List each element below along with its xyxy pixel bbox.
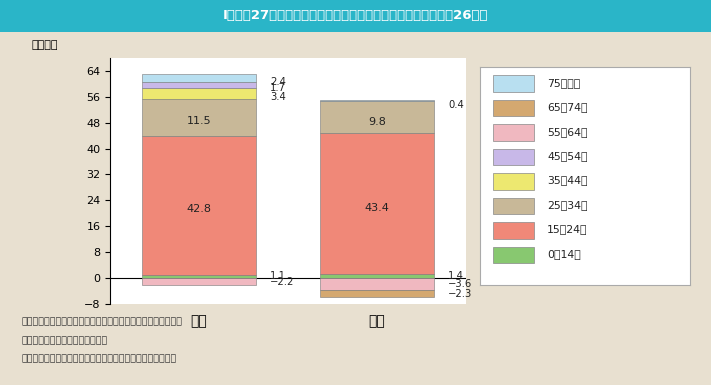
Bar (493, 173, 535, 190)
Text: −2.2: −2.2 (270, 277, 294, 287)
Text: −3.6: −3.6 (448, 279, 472, 289)
Text: 3.4: 3.4 (270, 92, 286, 102)
Text: （千人）: （千人） (32, 40, 58, 50)
Text: 45～54歳: 45～54歳 (547, 151, 587, 161)
Text: ３．東京圏は埼玉県，千葉県，東京都，神奈川県。: ３．東京圏は埼玉県，千葉県，東京都，神奈川県。 (21, 355, 176, 363)
Text: 9.8: 9.8 (368, 117, 386, 127)
Bar (142, 87, 256, 99)
Text: 65～74歳: 65～74歳 (547, 102, 587, 112)
Text: （備考）１．総務省「住民基本台帳人口移動報告」より作成。: （備考）１．総務省「住民基本台帳人口移動報告」より作成。 (21, 318, 182, 326)
Text: 1.4: 1.4 (448, 271, 464, 281)
Text: −2.3: −2.3 (448, 289, 472, 299)
Bar (493, 246, 535, 263)
Bar (493, 100, 535, 116)
Bar (320, 274, 434, 278)
Bar (142, 278, 256, 285)
Bar (493, 149, 535, 165)
Bar (142, 136, 256, 275)
Text: 1.7: 1.7 (270, 84, 287, 94)
Text: 42.8: 42.8 (186, 204, 212, 214)
Text: 55～64歳: 55～64歳 (547, 127, 587, 137)
Bar (142, 74, 256, 82)
Bar (142, 99, 256, 136)
Bar (142, 82, 256, 87)
Bar (320, 133, 434, 274)
Text: 2.4: 2.4 (270, 77, 286, 87)
Text: 25～34歳: 25～34歳 (547, 200, 587, 210)
Bar (320, 290, 434, 297)
Bar (493, 198, 535, 214)
Bar (320, 101, 434, 133)
Text: 15～24歳: 15～24歳 (547, 224, 587, 234)
Text: 11.5: 11.5 (187, 116, 211, 126)
Text: 0～14歳: 0～14歳 (547, 249, 581, 259)
Bar (493, 222, 535, 239)
Text: 43.4: 43.4 (365, 203, 389, 213)
Bar (142, 275, 256, 278)
Bar (320, 278, 434, 290)
Bar (493, 75, 535, 92)
Text: I－特－27図　東京圏の年齢階級別転入超過数（男女別，平成26年）: I－特－27図 東京圏の年齢階級別転入超過数（男女別，平成26年） (223, 9, 488, 22)
Text: 75歳以上: 75歳以上 (547, 78, 580, 88)
Bar (493, 124, 535, 141)
Text: 0.4: 0.4 (448, 100, 464, 110)
Text: ２．日本人移動者の値。: ２．日本人移動者の値。 (21, 336, 107, 345)
Bar (320, 100, 434, 101)
Text: 35～44歳: 35～44歳 (547, 176, 587, 186)
Text: 1.1: 1.1 (270, 271, 287, 281)
